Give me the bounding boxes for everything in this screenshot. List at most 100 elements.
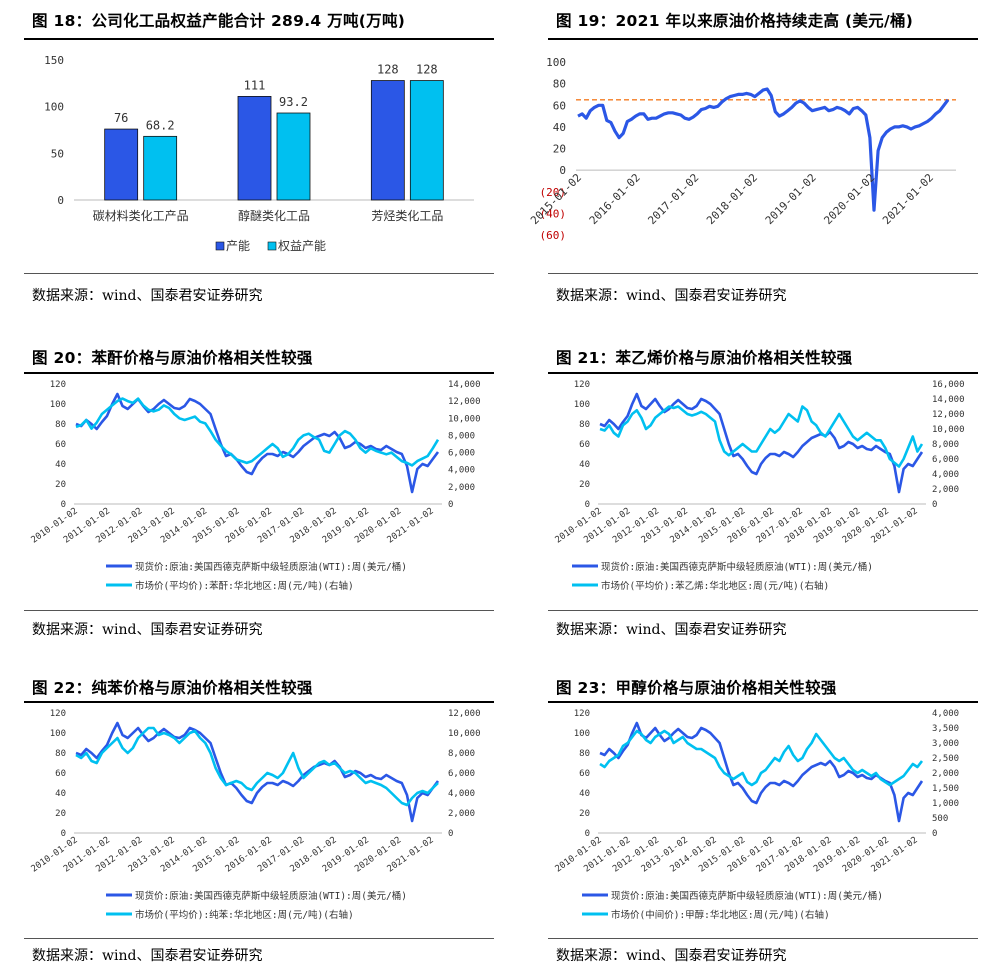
right-y-tick-label: 0 [932, 500, 937, 510]
right-y-tick-label: 3,500 [932, 724, 959, 734]
right-y-tick-label: 2,000 [932, 769, 959, 779]
legend-label: 市场价(平均价):纯苯:华北地区:周(元/吨)(右轴) [135, 909, 354, 921]
fig22-line-chart: 0 20 40 60 80 100 120 0 2,000 4,000 6,000 8,000 10,0… [30, 709, 481, 921]
y-tick-label: 40 [553, 121, 566, 134]
right-y-tick-label: 16,000 [932, 380, 965, 390]
y-tick-label: 100 [44, 101, 64, 114]
right-y-tick-label: 0 [932, 829, 937, 839]
right-y-tick-label: 10,000 [448, 729, 481, 739]
left-y-tick-label: 120 [50, 709, 66, 719]
right-y-tick-label: 14,000 [448, 380, 481, 390]
x-tick-label: 2021-01-02 [880, 171, 936, 227]
fig21-top-rule [548, 372, 978, 374]
left-y-tick-label: 20 [579, 480, 590, 490]
fig18-bottom-rule [24, 273, 494, 274]
series-line-1 [599, 729, 924, 787]
bar-data-label: 68.2 [146, 118, 175, 132]
left-y-tick-label: 0 [585, 500, 590, 510]
left-y-tick-label: 40 [55, 789, 66, 799]
right-y-tick-label: 6,000 [448, 769, 475, 779]
fig18-source: 数据来源：wind、国泰君安证券研究 [32, 288, 263, 304]
left-y-tick-label: 120 [50, 380, 66, 390]
left-y-tick-label: 80 [55, 420, 66, 430]
left-y-tick-label: 120 [574, 380, 590, 390]
legend-label: 产能 [226, 239, 250, 253]
panel-fig19: 图 19：2021 年以来原油价格持续走高 (美元/桶) (60) (40) (20… [528, 0, 978, 310]
left-y-tick-label: 100 [574, 729, 590, 739]
fig23-source: 数据来源：wind、国泰君安证券研究 [556, 948, 787, 964]
left-y-tick-label: 20 [579, 809, 590, 819]
legend-swatch [267, 241, 277, 251]
y-tick-label: 0 [57, 194, 64, 207]
fig22-source: 数据来源：wind、国泰君安证券研究 [32, 948, 263, 964]
x-tick-label: 2019-01-02 [763, 171, 819, 227]
fig18-bar-chart: 0 50 100 150 76 68.2 碳材料类化工产品 111 93.2 醇醚类化工品 128 1… [44, 54, 474, 253]
right-y-tick-label: 4,000 [448, 466, 475, 476]
right-y-tick-label: 0 [448, 829, 453, 839]
series-line-0 [599, 721, 924, 823]
x-tick-label: 2016-01-02 [587, 171, 643, 227]
left-y-tick-label: 0 [61, 829, 66, 839]
legend-label: 市场价(平均价):苯酐:华北地区:周(元/吨)(右轴) [135, 580, 354, 592]
right-y-tick-label: 8,000 [448, 749, 475, 759]
left-y-tick-label: 80 [55, 749, 66, 759]
bar-产能 [104, 128, 139, 201]
fig20-title: 图 20：苯酐价格与原油价格相关性较强 [32, 349, 313, 367]
series-line-0 [75, 392, 440, 494]
legend-label: 权益产能 [278, 239, 326, 253]
y-tick-label: 80 [553, 78, 566, 91]
left-y-tick-label: 120 [574, 709, 590, 719]
fig23-bottom-rule [548, 938, 978, 939]
legend-label: 现货价:原油:美国西德克萨斯中级轻质原油(WTI):周(美元/桶) [611, 890, 883, 902]
left-y-tick-label: 100 [50, 729, 66, 739]
fig19-bottom-rule [548, 273, 978, 274]
right-y-tick-label: 1,500 [932, 784, 959, 794]
left-y-tick-label: 40 [579, 789, 590, 799]
fig21-line-chart: 0 20 40 60 80 100 120 0 2,000 4,000 6,000 8,000 10,0… [554, 380, 965, 592]
right-y-tick-label: 8,000 [932, 440, 959, 450]
bar-产能 [370, 80, 405, 201]
right-y-tick-label: 6,000 [932, 455, 959, 465]
y-tick-label: 20 [553, 143, 566, 156]
bar-权益产能 [143, 135, 178, 201]
y-tick-label: (20) [540, 186, 567, 199]
right-y-tick-label: 14,000 [932, 395, 965, 405]
x-category-label: 碳材料类化工产品 [93, 209, 189, 223]
y-tick-label: 0 [559, 164, 566, 177]
left-y-tick-label: 60 [579, 440, 590, 450]
left-y-tick-label: 100 [50, 400, 66, 410]
right-y-tick-label: 2,500 [932, 754, 959, 764]
legend-label: 现货价:原油:美国西德克萨斯中级轻质原油(WTI):周(美元/桶) [601, 561, 873, 573]
fig18-title: 图 18：公司化工品权益产能合计 289.4 万吨(万吨) [32, 12, 406, 30]
left-y-tick-label: 60 [55, 769, 66, 779]
series-line-1 [75, 726, 439, 807]
right-y-tick-label: 500 [932, 814, 948, 824]
right-y-tick-label: 4,000 [932, 470, 959, 480]
fig19-source: 数据来源：wind、国泰君安证券研究 [556, 288, 787, 304]
bar-权益产能 [276, 112, 311, 201]
fig23-title: 图 23：甲醇价格与原油价格相关性较强 [556, 679, 837, 697]
y-tick-label: (60) [540, 229, 567, 242]
y-tick-label: 100 [546, 56, 566, 69]
left-y-tick-label: 0 [585, 829, 590, 839]
left-y-tick-label: 80 [579, 420, 590, 430]
series-line-0 [75, 721, 440, 823]
left-y-tick-label: 60 [55, 440, 66, 450]
right-y-tick-label: 12,000 [448, 709, 481, 719]
x-category-label: 醇醚类化工品 [238, 208, 310, 223]
left-y-tick-label: 40 [55, 460, 66, 470]
fig23-line-chart: 0 20 40 60 80 100 120 0 500 1,000 1,500 2,000 2,500 3… [554, 709, 959, 921]
bar-产能 [237, 96, 272, 201]
bar-data-label: 128 [377, 63, 399, 77]
right-y-tick-label: 3,000 [932, 739, 959, 749]
y-tick-label: 60 [553, 99, 566, 112]
fig19-title: 图 19：2021 年以来原油价格持续走高 (美元/桶) [556, 12, 914, 30]
fig20-line-chart: 0 20 40 60 80 100 120 0 2,000 4,000 6,000 8,000 10,0… [30, 380, 481, 592]
x-category-label: 芳烃类化工品 [371, 209, 443, 223]
legend-label: 现货价:原油:美国西德克萨斯中级轻质原油(WTI):周(美元/桶) [135, 890, 407, 902]
right-y-tick-label: 1,000 [932, 799, 959, 809]
bar-权益产能 [409, 80, 444, 201]
panel-fig21: 图 21：苯乙烯价格与原油价格相关性较强 0 20 40 60 80 100 120 0 2,0… [548, 338, 978, 648]
legend-label: 市场价(平均价):苯乙烯:华北地区:周(元/吨)(右轴) [601, 580, 829, 592]
